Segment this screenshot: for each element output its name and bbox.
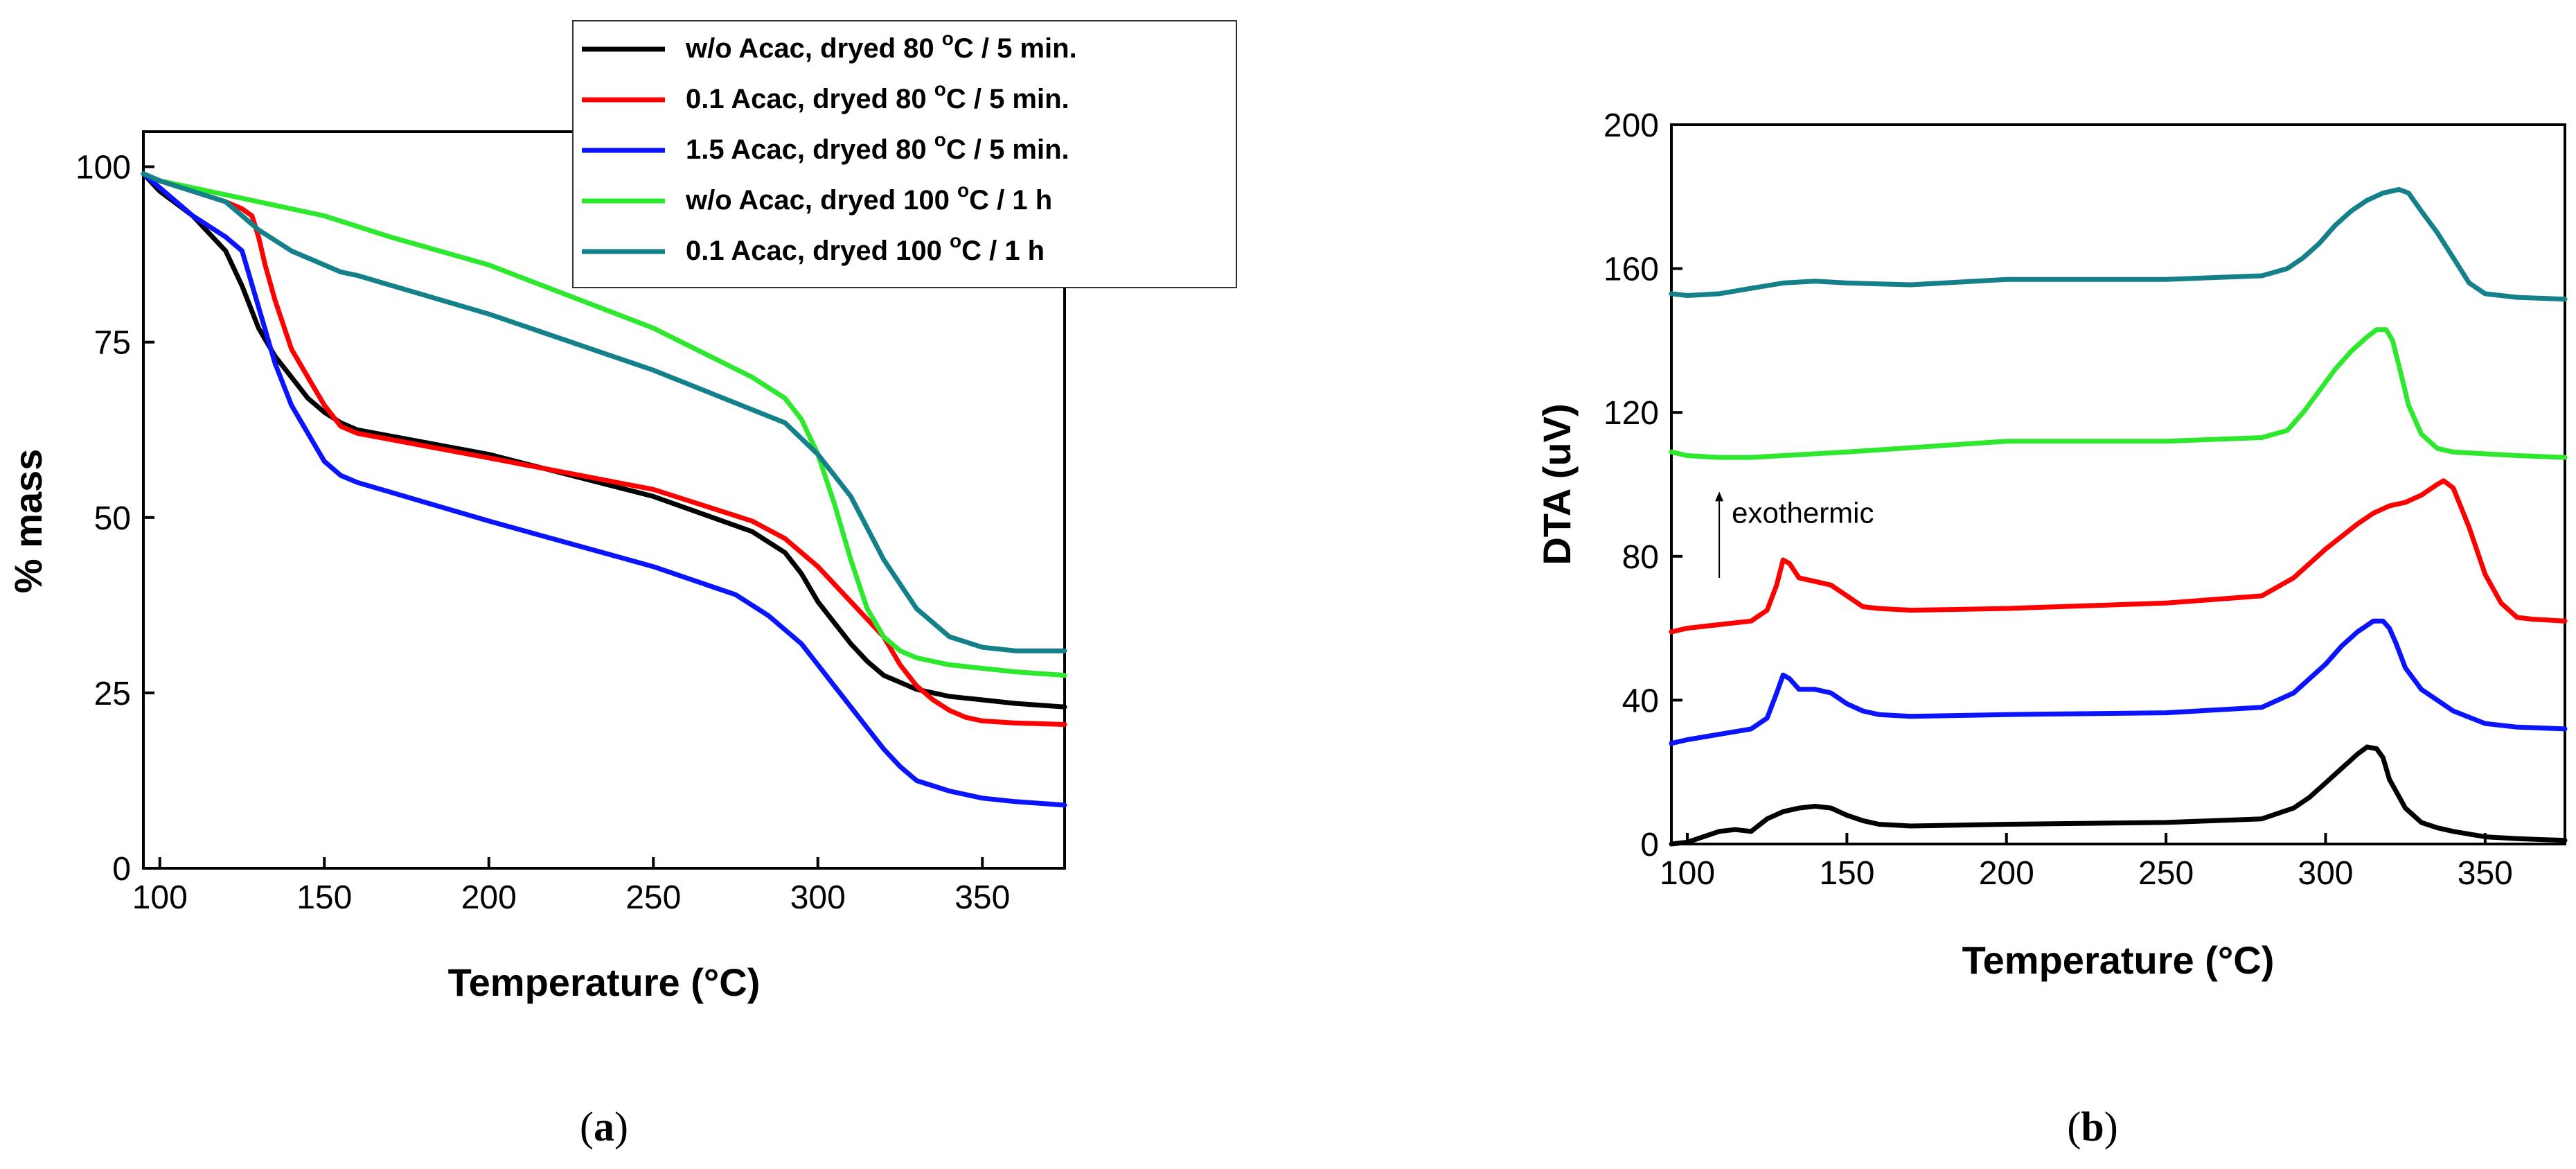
panel-a-y-axis-title: % mass xyxy=(6,449,50,594)
y-tick-label: 75 xyxy=(94,325,131,362)
legend-degree-sup: o xyxy=(942,28,954,49)
legend-entry-unit: C / 5 min. xyxy=(954,33,1077,64)
panel-b-x-axis-title: Temperature (°C) xyxy=(1962,938,2275,982)
legend-entry: w/o Acac, dryed 100 oC / 1 h xyxy=(685,179,1052,216)
panel-b-dta-chart: 100 150 200 250 300 350 0 40 80 120 160 200 exothe… xyxy=(1535,107,2568,1150)
panel-b-caption-letter: b xyxy=(2081,1104,2104,1150)
x-tick-label: 100 xyxy=(132,879,188,916)
panel-b-series-lines xyxy=(1669,186,2568,847)
x-tick-label: 350 xyxy=(954,879,1010,916)
y-tick-label: 160 xyxy=(1604,252,1659,288)
x-tick-label: 200 xyxy=(1979,855,2034,892)
y-tick-label: 0 xyxy=(1640,827,1659,863)
panel-a-caption-letter: a xyxy=(594,1104,614,1150)
series-line-black xyxy=(141,171,1067,710)
y-tick-label: 0 xyxy=(112,851,131,888)
legend-entry-unit: C / 1 h xyxy=(961,236,1045,266)
series-line-black xyxy=(1669,744,2568,847)
series-line-green xyxy=(1669,327,2568,460)
exothermic-label: exothermic xyxy=(1732,497,1874,529)
y-tick-label: 25 xyxy=(94,676,131,712)
y-tick-label: 40 xyxy=(1622,683,1659,719)
legend-entry-text: w/o Acac, dryed 100 xyxy=(685,185,957,216)
legend-entry-text: 0.1 Acac, dryed 80 xyxy=(686,84,934,114)
legend-degree-sup: o xyxy=(934,129,946,150)
panel-b-y-axis-title: DTA (uV) xyxy=(1535,403,1579,565)
panel-a-caption: (a) xyxy=(580,1104,628,1150)
legend-entry-unit: C / 1 h xyxy=(969,185,1052,216)
panel-a-x-ticks: 100 150 200 250 300 350 xyxy=(132,857,1010,916)
panel-a-mass-chart: 100 150 200 250 300 350 0 25 50 75 100 Temperatur… xyxy=(6,20,1237,1150)
panel-a-legend-box xyxy=(572,20,1237,288)
panel-a-y-ticks: 0 25 50 75 100 xyxy=(75,150,154,888)
legend-degree-sup: o xyxy=(950,230,961,252)
x-tick-label: 150 xyxy=(1819,855,1874,892)
series-line-red xyxy=(1669,478,2568,635)
y-tick-label: 80 xyxy=(1622,539,1659,576)
series-line-teal xyxy=(141,171,1067,653)
series-line-blue xyxy=(141,171,1067,808)
legend-entry: 1.5 Acac, dryed 80 oC / 5 min. xyxy=(686,129,1069,165)
x-tick-label: 150 xyxy=(296,879,352,916)
legend-entry-unit: C / 5 min. xyxy=(946,134,1069,165)
exothermic-arrowhead-icon xyxy=(1715,491,1724,502)
series-line-blue xyxy=(1669,618,2568,746)
x-tick-label: 250 xyxy=(625,879,681,916)
y-tick-label: 50 xyxy=(94,500,131,537)
panel-a-legend: w/o Acac, dryed 80 oC / 5 min.0.1 Acac, … xyxy=(572,20,1237,288)
legend-entry: 0.1 Acac, dryed 80 oC / 5 min. xyxy=(686,78,1069,114)
panel-b-exothermic-annotation: exothermic xyxy=(1715,491,1874,578)
legend-entry-text: 1.5 Acac, dryed 80 xyxy=(686,134,934,165)
panel-b-y-ticks: 0 40 80 120 160 200 xyxy=(1604,107,1682,863)
x-tick-label: 300 xyxy=(790,879,846,916)
legend-entry: 0.1 Acac, dryed 100 oC / 1 h xyxy=(686,230,1045,266)
legend-entry: w/o Acac, dryed 80 oC / 5 min. xyxy=(685,28,1077,64)
legend-entry-text: 0.1 Acac, dryed 100 xyxy=(686,236,950,266)
x-tick-label: 350 xyxy=(2458,855,2513,892)
series-line-teal xyxy=(1669,186,2568,302)
panel-a-x-axis-title: Temperature (°C) xyxy=(448,960,761,1004)
panel-a-series-lines xyxy=(141,171,1067,808)
x-tick-label: 300 xyxy=(2298,855,2353,892)
y-tick-label: 120 xyxy=(1604,395,1659,432)
panel-b-plot-frame xyxy=(1670,123,2566,845)
x-tick-label: 250 xyxy=(2138,855,2194,892)
y-tick-label: 100 xyxy=(75,150,131,186)
x-tick-label: 200 xyxy=(461,879,517,916)
legend-entry-text: w/o Acac, dryed 80 xyxy=(685,33,942,64)
legend-degree-sup: o xyxy=(957,179,969,201)
panel-b-x-ticks: 100 150 200 250 300 350 xyxy=(1660,833,2513,892)
panel-b-caption: (b) xyxy=(2067,1104,2117,1150)
legend-entry-unit: C / 5 min. xyxy=(946,84,1069,114)
x-tick-label: 100 xyxy=(1660,855,1715,892)
y-tick-label: 200 xyxy=(1604,107,1659,144)
series-line-red xyxy=(141,171,1067,727)
legend-degree-sup: o xyxy=(934,78,946,100)
